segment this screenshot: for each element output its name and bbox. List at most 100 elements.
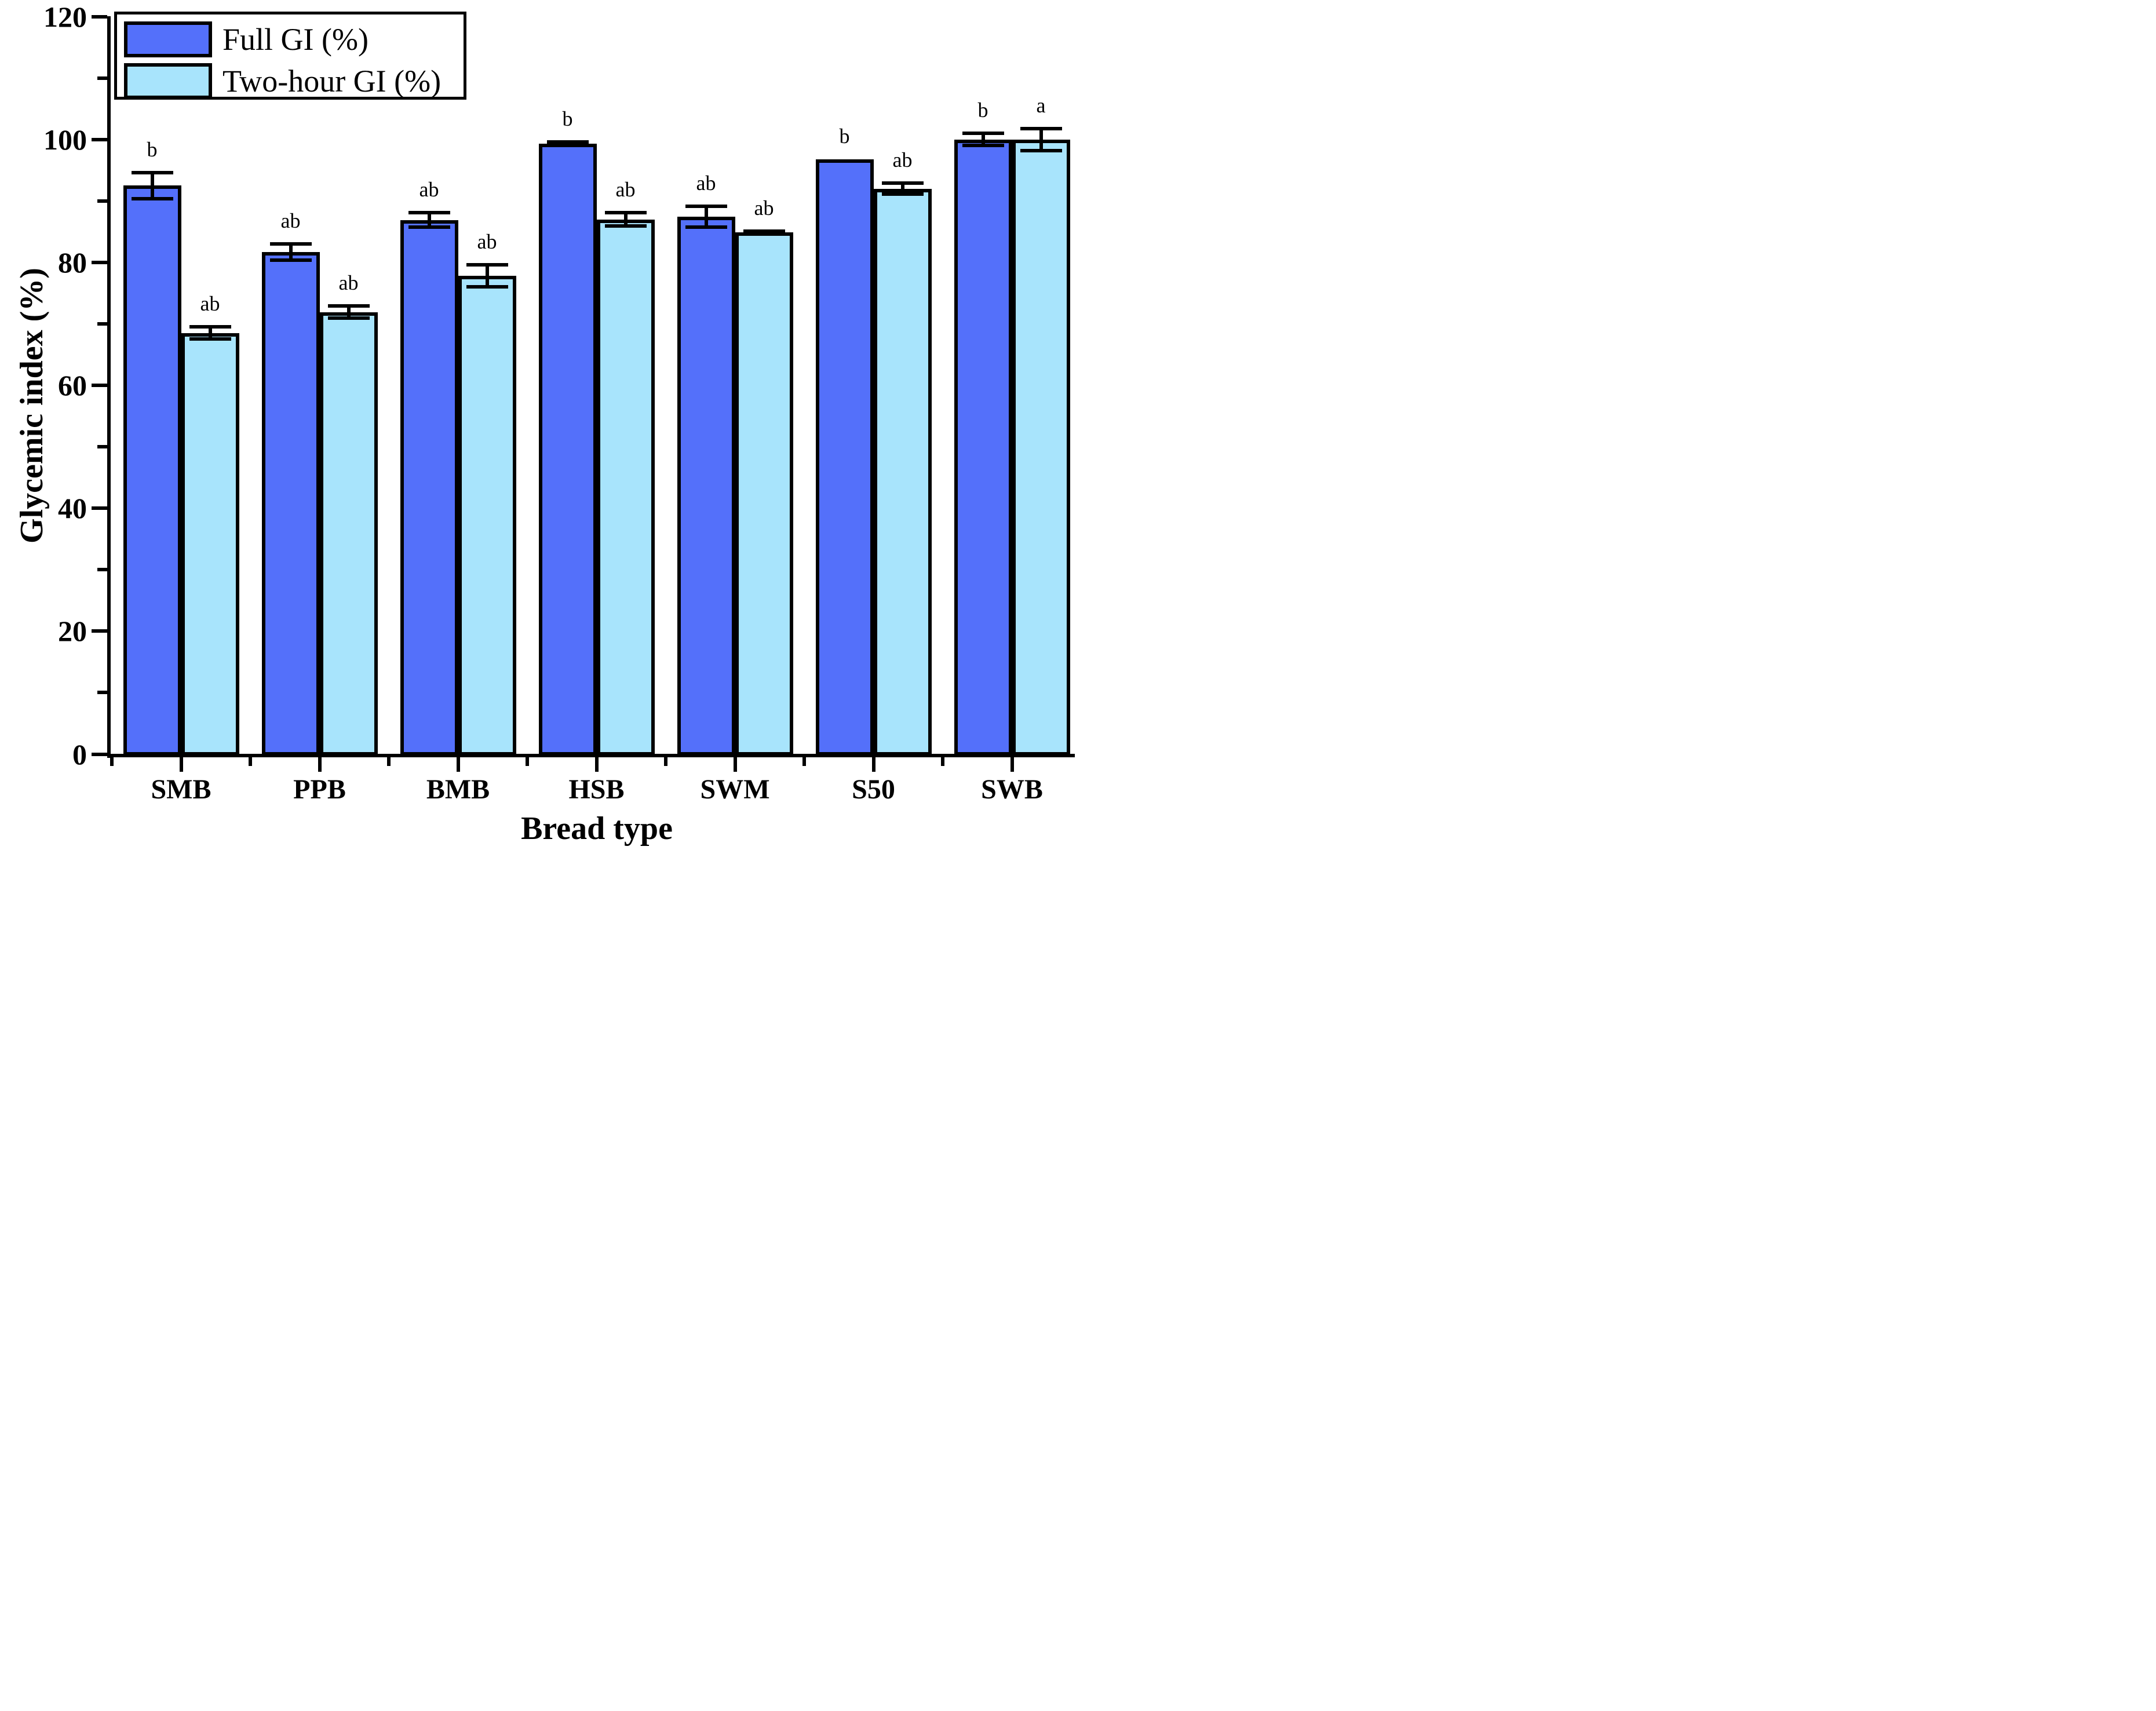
bar-PPB-full-gi (261, 251, 320, 756)
y-major-tick-100 (92, 137, 107, 141)
bar-SMB-two-hour-gi (181, 333, 239, 756)
error-cap-bottom-SWB-full-gi (962, 144, 1004, 148)
bar-HSB-full-gi (538, 144, 597, 756)
y-minor-tick-110 (97, 76, 107, 80)
y-major-tick-40 (92, 506, 107, 510)
x-minor-tick-2 (387, 756, 391, 766)
x-minor-tick-0 (110, 756, 114, 766)
error-cap-bottom-SMB-two-hour-gi (189, 337, 231, 341)
error-bar-BMB-full-gi (427, 212, 431, 228)
sig-letter-S50-two-hour-gi: ab (892, 148, 913, 172)
error-bar-HSB-full-gi (566, 141, 570, 146)
bar-SWM-full-gi (677, 217, 735, 756)
sig-letter-SMB-two-hour-gi: ab (200, 292, 220, 316)
bar-BMB-two-hour-gi (458, 276, 516, 756)
error-cap-top-SWM-two-hour-gi (743, 229, 785, 233)
error-cap-bottom-SWM-full-gi (685, 225, 727, 229)
bar-SWB-two-hour-gi (1012, 139, 1070, 756)
bar-SWB-full-gi (954, 139, 1012, 756)
error-bar-PPB-two-hour-gi (346, 306, 351, 319)
error-cap-top-SWB-two-hour-gi (1020, 126, 1062, 130)
sig-letter-BMB-two-hour-gi: ab (477, 230, 497, 254)
sig-letter-HSB-two-hour-gi: ab (615, 177, 636, 201)
error-cap-top-HSB-full-gi (546, 140, 589, 144)
error-cap-top-BMB-two-hour-gi (466, 263, 508, 267)
x-minor-tick-5 (802, 756, 806, 766)
error-bar-S50-two-hour-gi (900, 183, 904, 195)
y-minor-tick-90 (97, 199, 107, 203)
sig-letter-BMB-full-gi: ab (419, 177, 439, 201)
x-axis-title: Bread type (521, 811, 673, 847)
error-bar-SWB-two-hour-gi (1039, 128, 1043, 151)
error-cap-bottom-SWM-two-hour-gi (743, 231, 785, 235)
legend-label-full-gi: Full GI (%) (222, 22, 369, 57)
y-tick-label-40: 40 (58, 492, 87, 525)
x-major-tick-SWB (1010, 756, 1014, 772)
x-tick-label-SWM: SWM (700, 774, 770, 805)
x-minor-tick-6 (941, 756, 944, 766)
error-bar-SWB-full-gi (981, 133, 985, 146)
error-bar-PPB-full-gi (289, 244, 293, 260)
legend-item-two-hour-gi: Two-hour GI (%) (124, 62, 441, 100)
bar-S50-full-gi (815, 159, 874, 756)
legend-swatch-two-hour-gi (124, 63, 212, 99)
error-cap-bottom-S50-two-hour-gi (881, 192, 924, 196)
y-major-tick-60 (92, 384, 107, 387)
x-tick-label-PPB: PPB (293, 774, 346, 805)
y-major-tick-80 (92, 260, 107, 264)
error-cap-top-HSB-two-hour-gi (604, 210, 647, 214)
error-cap-bottom-BMB-two-hour-gi (466, 285, 508, 289)
y-minor-tick-30 (97, 568, 107, 572)
sig-letter-SWB-two-hour-gi: a (1036, 93, 1046, 117)
error-cap-bottom-SWB-two-hour-gi (1020, 148, 1062, 152)
error-cap-bottom-PPB-two-hour-gi (327, 316, 370, 320)
error-cap-top-PPB-full-gi (269, 242, 312, 246)
error-bar-SMB-two-hour-gi (208, 327, 212, 340)
error-cap-top-SWM-full-gi (685, 205, 727, 209)
bar-S50-two-hour-gi (873, 188, 932, 756)
error-cap-bottom-BMB-full-gi (408, 225, 450, 229)
x-major-tick-BMB (456, 756, 460, 772)
y-tick-label-0: 0 (72, 738, 87, 771)
legend-item-full-gi: Full GI (%) (124, 20, 369, 59)
sig-letter-SWM-two-hour-gi: ab (754, 196, 774, 220)
error-bar-HSB-two-hour-gi (623, 212, 628, 227)
error-cap-top-SMB-two-hour-gi (189, 325, 231, 329)
y-minor-tick-50 (97, 445, 107, 449)
y-major-tick-0 (92, 752, 107, 756)
y-major-tick-120 (92, 14, 107, 19)
y-tick-label-100: 100 (43, 123, 87, 156)
figure: Glycemic index (%) Bread type 0 20 40 60 80 1… (0, 0, 1078, 855)
legend-label-two-hour-gi: Two-hour GI (%) (222, 64, 442, 98)
x-tick-label-SWB: SWB (981, 774, 1043, 805)
x-tick-label-HSB: HSB (568, 774, 625, 805)
x-major-tick-SWM (733, 756, 737, 772)
sig-letter-PPB-full-gi: ab (280, 209, 301, 232)
y-tick-label-20: 20 (58, 615, 87, 648)
x-major-tick-PPB (318, 756, 322, 772)
error-cap-top-S50-two-hour-gi (881, 181, 924, 185)
x-major-tick-S50 (871, 756, 875, 772)
y-tick-label-60: 60 (58, 369, 87, 402)
sig-letter-HSB-full-gi: b (562, 107, 573, 130)
sig-letter-SWB-full-gi: b (977, 98, 988, 122)
bar-SMB-full-gi (123, 185, 181, 756)
sig-letter-SMB-full-gi: b (147, 137, 158, 161)
bar-BMB-full-gi (400, 220, 458, 756)
x-tick-label-S50: S50 (852, 774, 895, 805)
error-bar-SMB-full-gi (150, 172, 154, 199)
legend: Full GI (%) Two-hour GI (%) (114, 12, 466, 100)
y-axis-line (107, 16, 111, 758)
sig-letter-SWM-full-gi: ab (696, 172, 716, 195)
error-cap-bottom-HSB-full-gi (546, 144, 589, 148)
bar-SWM-two-hour-gi (735, 232, 793, 756)
y-tick-label-80: 80 (58, 246, 87, 279)
error-cap-top-BMB-full-gi (408, 210, 450, 214)
x-major-tick-HSB (594, 756, 599, 772)
x-tick-label-SMB: SMB (151, 774, 211, 805)
x-tick-label-BMB: BMB (426, 774, 490, 805)
y-minor-tick-10 (97, 691, 107, 695)
y-minor-tick-70 (97, 322, 107, 326)
sig-letter-PPB-two-hour-gi: ab (338, 271, 359, 295)
error-cap-bottom-HSB-two-hour-gi (604, 224, 647, 228)
